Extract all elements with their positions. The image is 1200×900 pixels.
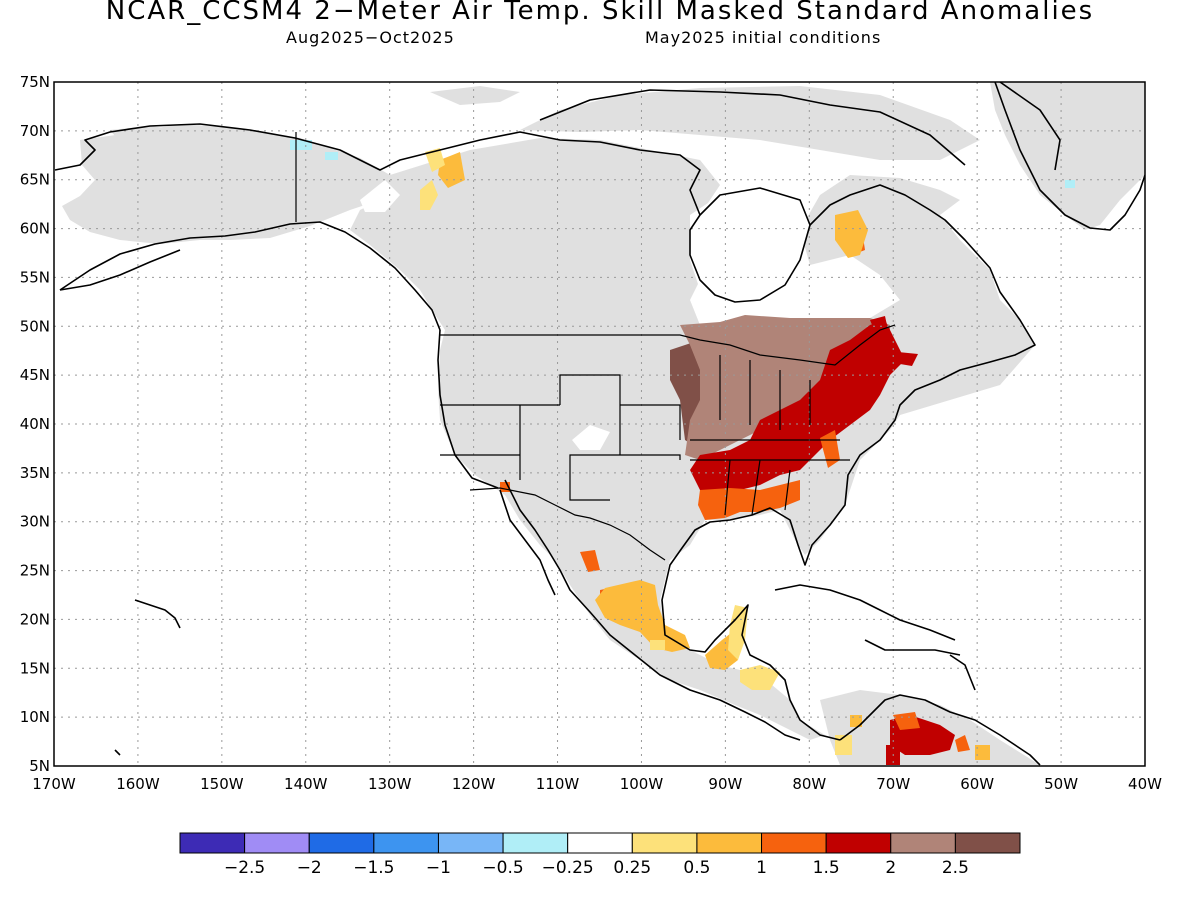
coastlines bbox=[54, 82, 1145, 766]
lat-label: 55N bbox=[20, 268, 50, 286]
lat-label: 65N bbox=[20, 171, 50, 189]
colorbar-swatch bbox=[437, 832, 504, 854]
colorbar-label: 1 bbox=[756, 858, 767, 878]
lon-label: 100W bbox=[620, 775, 664, 793]
colorbar-swatch bbox=[890, 832, 956, 854]
colorbar-swatch bbox=[373, 832, 439, 854]
colorbar: −2.5 −2 −1.5 −1 −0.5 −0.25 0.25 0.5 1 1.5 2 2.5 bbox=[179, 832, 1021, 878]
lon-label: 50W bbox=[1044, 775, 1078, 793]
lon-label: 150W bbox=[200, 775, 244, 793]
colorbar-label: 0.5 bbox=[683, 858, 710, 878]
lat-label: 10N bbox=[20, 708, 50, 726]
anomaly-0-25 bbox=[420, 148, 852, 755]
lon-label: 40W bbox=[1128, 775, 1162, 793]
colorbar-swatch bbox=[567, 832, 633, 854]
colorbar-swatch bbox=[825, 832, 892, 854]
colorbar-swatch bbox=[244, 832, 310, 854]
lon-label: 140W bbox=[284, 775, 328, 793]
colorbar-swatch bbox=[502, 832, 569, 854]
map-title: NCAR_CCSM4 2−Meter Air Temp. Skill Maske… bbox=[105, 0, 1095, 26]
colorbar-label: 0.25 bbox=[613, 858, 651, 878]
lat-label: 40N bbox=[20, 415, 50, 433]
colorbar-swatch bbox=[308, 832, 375, 854]
lon-label: 130W bbox=[368, 775, 412, 793]
colorbar-label: −2.5 bbox=[224, 858, 265, 878]
lat-label: 45N bbox=[20, 366, 50, 384]
lon-label: 160W bbox=[116, 775, 160, 793]
lon-label: 120W bbox=[452, 775, 496, 793]
forecast-period: Aug2025−Oct2025 bbox=[286, 28, 455, 47]
lat-label: 5N bbox=[29, 757, 50, 775]
colorbar-label: −1.5 bbox=[353, 858, 394, 878]
longitude-labels: 170W 160W 150W 140W 130W 120W 110W 100W 90W 80W 70… bbox=[32, 775, 1162, 793]
colorbar-label: 2 bbox=[885, 858, 896, 878]
map-frame bbox=[53, 81, 1146, 767]
initial-conditions: May2025 initial conditions bbox=[645, 28, 882, 47]
lon-label: 60W bbox=[960, 775, 994, 793]
colorbar-swatch bbox=[631, 832, 698, 854]
lat-label: 25N bbox=[20, 562, 50, 580]
lon-label: 80W bbox=[792, 775, 826, 793]
colorbar-label: −1 bbox=[426, 858, 451, 878]
political-boundaries bbox=[295, 132, 896, 561]
land-masked-area bbox=[62, 82, 1145, 765]
lat-label: 15N bbox=[20, 659, 50, 677]
lat-lon-grid bbox=[54, 82, 1145, 766]
colorbar-label: 1.5 bbox=[813, 858, 840, 878]
lon-label: 90W bbox=[708, 775, 742, 793]
lon-label: 70W bbox=[876, 775, 910, 793]
anomaly-1-5 bbox=[690, 316, 955, 765]
lat-label: 60N bbox=[20, 220, 50, 238]
lat-label: 20N bbox=[20, 610, 50, 628]
lon-label: 110W bbox=[536, 775, 580, 793]
colorbar-swatch bbox=[696, 832, 763, 854]
colorbar-label: −2 bbox=[297, 858, 322, 878]
colorbar-swatch bbox=[761, 832, 827, 854]
lat-label: 75N bbox=[20, 73, 50, 91]
colorbar-swatch bbox=[179, 832, 246, 854]
lat-label: 35N bbox=[20, 464, 50, 482]
colorbar-label: −0.5 bbox=[482, 858, 523, 878]
lon-label: 170W bbox=[32, 775, 76, 793]
colorbar-label: 2.5 bbox=[942, 858, 969, 878]
lat-label: 50N bbox=[20, 317, 50, 335]
lat-label: 70N bbox=[20, 122, 50, 140]
colorbar-swatch bbox=[954, 832, 1021, 854]
colorbar-label: −0.25 bbox=[542, 858, 594, 878]
latitude-labels: 75N 70N 65N 60N 55N 50N 45N 40N 35N 30N 25N 20N 15N 1… bbox=[20, 73, 50, 775]
lat-label: 30N bbox=[20, 513, 50, 531]
